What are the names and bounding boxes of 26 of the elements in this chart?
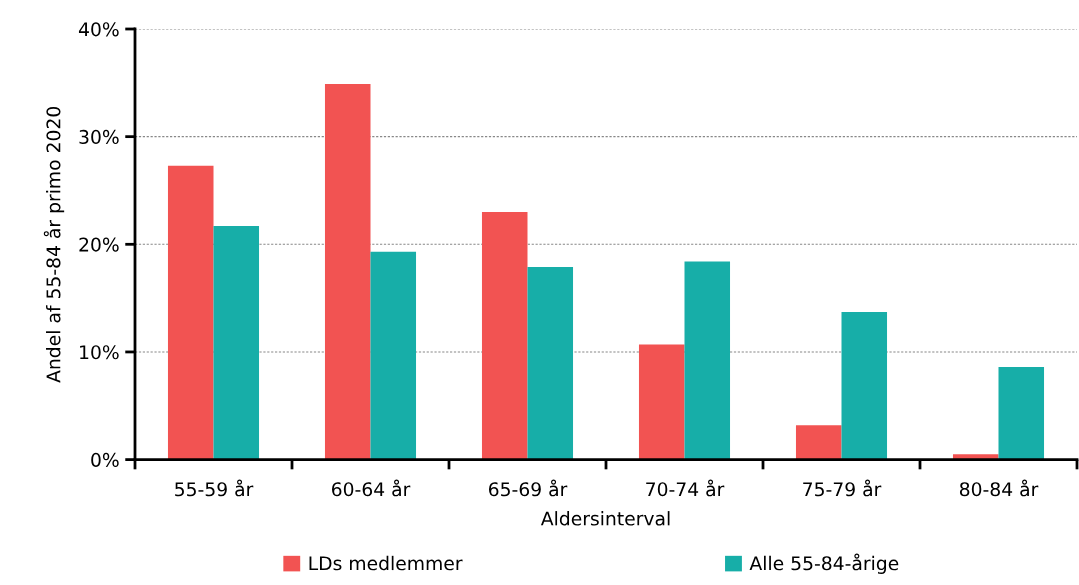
- x-tick-label: 65-69 år: [488, 479, 568, 497]
- bar: [481, 212, 528, 460]
- y-tick-label: 0%: [91, 452, 119, 467]
- y-tick-label: 40%: [78, 22, 119, 37]
- x-tick-label: 60-64 år: [331, 479, 411, 497]
- bar: [167, 165, 214, 460]
- bar: [841, 312, 888, 460]
- y-axis-title: Andel af 55-84 år primo 2020: [43, 106, 65, 383]
- x-axis-title: Aldersinterval: [540, 511, 670, 526]
- y-tick-label: 20%: [79, 237, 119, 252]
- legend-label: LDs medlemmer: [309, 555, 463, 571]
- y-tick-label: 30%: [79, 129, 119, 145]
- y-tick-label: 10%: [80, 345, 119, 360]
- bar: [324, 83, 371, 460]
- bar: [370, 251, 417, 460]
- legend-label: Alle 55-84-årige: [749, 553, 899, 574]
- bar: [638, 344, 685, 460]
- bar: [527, 266, 574, 460]
- x-tick-label: 75-79 år: [803, 479, 882, 497]
- bar: [998, 367, 1045, 460]
- bar: [795, 425, 842, 460]
- x-tick-label: 80-84 år: [959, 479, 1039, 497]
- bar: [684, 261, 731, 460]
- x-tick-label: 70-74 år: [646, 479, 725, 497]
- bar: [213, 226, 260, 460]
- x-tick-label: 55-59 år: [175, 479, 254, 497]
